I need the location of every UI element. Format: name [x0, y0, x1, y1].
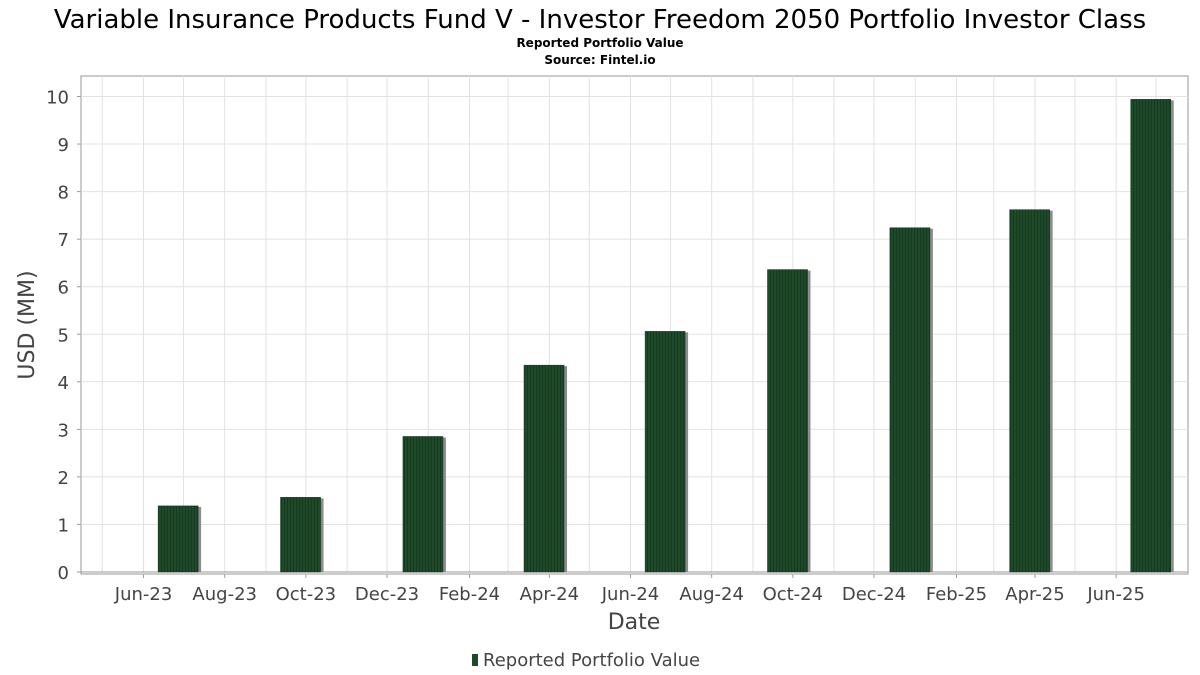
y-axis-label: USD (MM) — [15, 270, 40, 379]
y-tick-label: 3 — [58, 420, 69, 441]
x-tick-label: Jun-23 — [114, 584, 173, 605]
grid — [81, 76, 1188, 574]
y-tick-label: 5 — [58, 325, 69, 346]
bars — [157, 99, 1174, 573]
bar — [157, 505, 199, 573]
x-tick-label: Jun-25 — [1086, 584, 1145, 605]
bar — [280, 497, 321, 573]
bar — [644, 331, 686, 573]
y-tick-label: 9 — [58, 135, 69, 156]
x-tick-label: Feb-25 — [926, 584, 987, 605]
x-axis-ticks: Jun-23 Aug-23 Oct-23 Dec-23 Feb-24 Apr-24 Jun-… — [114, 574, 1145, 605]
legend: Reported Portfolio Value — [472, 650, 700, 671]
chart-subtitle: Reported Portfolio Value — [516, 36, 683, 50]
x-tick-label: Feb-24 — [439, 584, 500, 605]
chart-title: Variable Insurance Products Fund V - Inv… — [54, 5, 1146, 35]
bar — [767, 269, 808, 573]
legend-swatch — [472, 654, 478, 666]
x-tick-label: Apr-25 — [1005, 584, 1064, 605]
x-tick-label: Dec-24 — [842, 584, 906, 605]
y-tick-label: 0 — [58, 563, 69, 584]
bar — [1009, 209, 1050, 573]
x-tick-label: Aug-24 — [679, 584, 744, 605]
y-tick-label: 4 — [58, 373, 69, 394]
bar — [889, 227, 931, 573]
x-axis-label: Date — [608, 610, 661, 635]
bar — [523, 364, 565, 573]
x-tick-label: Jun-24 — [601, 584, 660, 605]
bar — [1130, 99, 1171, 573]
x-tick-label: Aug-23 — [192, 584, 257, 605]
legend-label: Reported Portfolio Value — [483, 650, 700, 671]
x-tick-label: Apr-24 — [520, 584, 579, 605]
y-tick-label: 8 — [58, 183, 69, 204]
y-tick-label: 6 — [58, 278, 69, 299]
y-tick-label: 10 — [46, 88, 69, 109]
chart-source: Source: Fintel.io — [544, 53, 655, 67]
y-tick-label: 7 — [58, 230, 69, 251]
bar — [402, 436, 444, 573]
y-tick-label: 2 — [58, 468, 69, 489]
x-tick-label: Oct-23 — [276, 584, 337, 605]
y-axis-ticks: 0 1 2 3 4 5 6 7 8 9 10 — [46, 88, 81, 584]
x-tick-label: Oct-24 — [763, 584, 824, 605]
x-tick-label: Dec-23 — [355, 584, 419, 605]
y-tick-label: 1 — [58, 515, 69, 536]
